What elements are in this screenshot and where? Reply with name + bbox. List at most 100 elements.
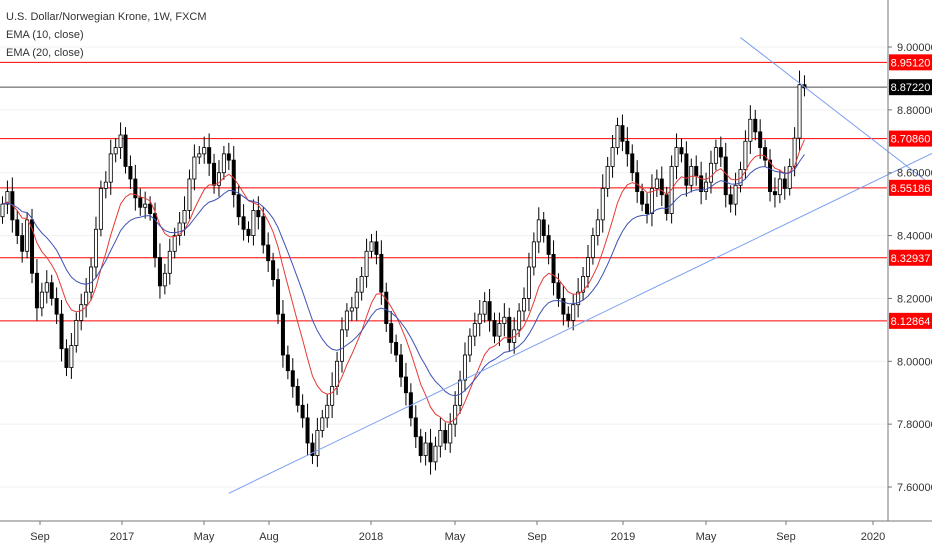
candle-up xyxy=(649,188,654,214)
candle-down xyxy=(59,313,64,350)
level-price-label-bg xyxy=(889,130,932,147)
price-tick-label: 8.60000 xyxy=(897,168,932,180)
time-tick-label: Sep xyxy=(527,531,547,543)
candle-up xyxy=(708,162,713,183)
candle-down xyxy=(684,153,689,186)
candle-up xyxy=(172,235,177,252)
candle-up xyxy=(743,140,748,170)
candle-up xyxy=(69,345,74,368)
candle-down xyxy=(374,241,379,255)
falling-resistance-trendline[interactable] xyxy=(740,37,932,220)
candle-up xyxy=(787,166,792,189)
candle-up xyxy=(192,156,197,180)
candle-down xyxy=(384,291,389,324)
time-axis[interactable]: Sep 2017 May Aug 2018 May Sep 2019 May Sep 2020 xyxy=(30,521,885,543)
candle-up xyxy=(84,291,89,306)
candle-down xyxy=(772,191,777,196)
candlesticks xyxy=(0,70,807,475)
candle-up xyxy=(108,153,113,183)
candle-up xyxy=(251,210,256,236)
candle-up xyxy=(344,310,349,331)
candle-down xyxy=(782,178,787,189)
trendlines[interactable] xyxy=(228,37,932,494)
price-axis[interactable]: 9.00000 8.80000 8.60000 8.40000 8.20000 8.000… xyxy=(888,42,932,494)
grid xyxy=(0,46,887,488)
candle-down xyxy=(718,147,723,158)
candle-up xyxy=(177,222,182,236)
candle-up xyxy=(433,445,438,463)
candle-down xyxy=(226,153,231,161)
time-tick-label: May xyxy=(194,531,215,543)
time-tick-label: 2019 xyxy=(611,531,635,543)
candle-up xyxy=(103,181,108,189)
candle-down xyxy=(133,178,138,199)
axes xyxy=(0,0,932,522)
candle-up xyxy=(98,188,103,230)
candle-up xyxy=(517,310,522,331)
ema-10-indicator-label[interactable]: EMA (10, close) xyxy=(6,29,84,41)
ema-20-indicator-label[interactable]: EMA (20, close) xyxy=(6,47,84,59)
candle-down xyxy=(271,260,276,280)
price-tick-label: 8.40000 xyxy=(897,231,932,243)
candle-up xyxy=(748,118,753,142)
candle-up xyxy=(423,442,428,456)
candle-up xyxy=(453,404,458,425)
level-price-label: 8.32937 xyxy=(891,253,931,265)
candle-up xyxy=(610,147,615,167)
level-price-label: 8.12864 xyxy=(891,316,931,328)
current-price-label: 8.87220 xyxy=(891,82,931,94)
candle-up xyxy=(704,181,709,192)
level-price-label-bg xyxy=(889,54,932,71)
time-tick-label: 2017 xyxy=(110,531,134,543)
candle-up xyxy=(448,423,453,444)
price-tick-label: 7.60000 xyxy=(897,482,932,494)
price-tick-label: 7.80000 xyxy=(897,419,932,431)
candle-down xyxy=(566,313,571,321)
candle-down xyxy=(246,228,251,236)
candle-down xyxy=(492,320,497,337)
candle-down xyxy=(443,430,448,444)
candle-up xyxy=(531,241,536,268)
horizontal-levels[interactable] xyxy=(0,61,887,322)
candle-up xyxy=(472,323,477,337)
candle-up xyxy=(325,404,330,419)
time-tick-label: 2018 xyxy=(359,531,383,543)
candle-down xyxy=(635,172,640,192)
price-tick-label: 8.80000 xyxy=(897,105,932,117)
candle-up xyxy=(197,153,202,158)
candle-up xyxy=(216,172,221,186)
candle-up xyxy=(797,84,802,139)
candle-up xyxy=(118,134,123,148)
candle-down xyxy=(659,178,664,196)
level-price-label: 8.70860 xyxy=(891,134,931,146)
candle-up xyxy=(364,250,369,277)
current-price-label-bg xyxy=(889,79,932,96)
rising-support-trendline[interactable] xyxy=(228,132,932,494)
candle-up xyxy=(674,147,679,167)
candle-up xyxy=(0,203,5,218)
candle-down xyxy=(285,354,290,372)
candle-down xyxy=(49,282,54,299)
candle-down xyxy=(630,153,635,174)
candle-down xyxy=(157,257,162,287)
candle-down xyxy=(241,216,246,230)
candle-down xyxy=(138,197,143,208)
candle-down xyxy=(399,354,404,378)
candle-down xyxy=(207,147,212,164)
price-tick-label: 9.00000 xyxy=(897,42,932,54)
candle-down xyxy=(261,216,266,246)
candle-up xyxy=(315,430,320,456)
candle-up xyxy=(39,291,44,309)
candle-down xyxy=(507,316,512,343)
candle-up xyxy=(581,276,586,293)
candle-down xyxy=(699,175,704,192)
candle-down xyxy=(664,194,669,214)
candle-down xyxy=(413,417,418,438)
candle-down xyxy=(541,219,546,236)
candle-down xyxy=(723,156,728,196)
candle-down xyxy=(123,134,128,167)
candle-down xyxy=(763,147,768,161)
chart-title[interactable]: U.S. Dollar/Norwegian Krone, 1W, FXCM xyxy=(6,11,207,23)
